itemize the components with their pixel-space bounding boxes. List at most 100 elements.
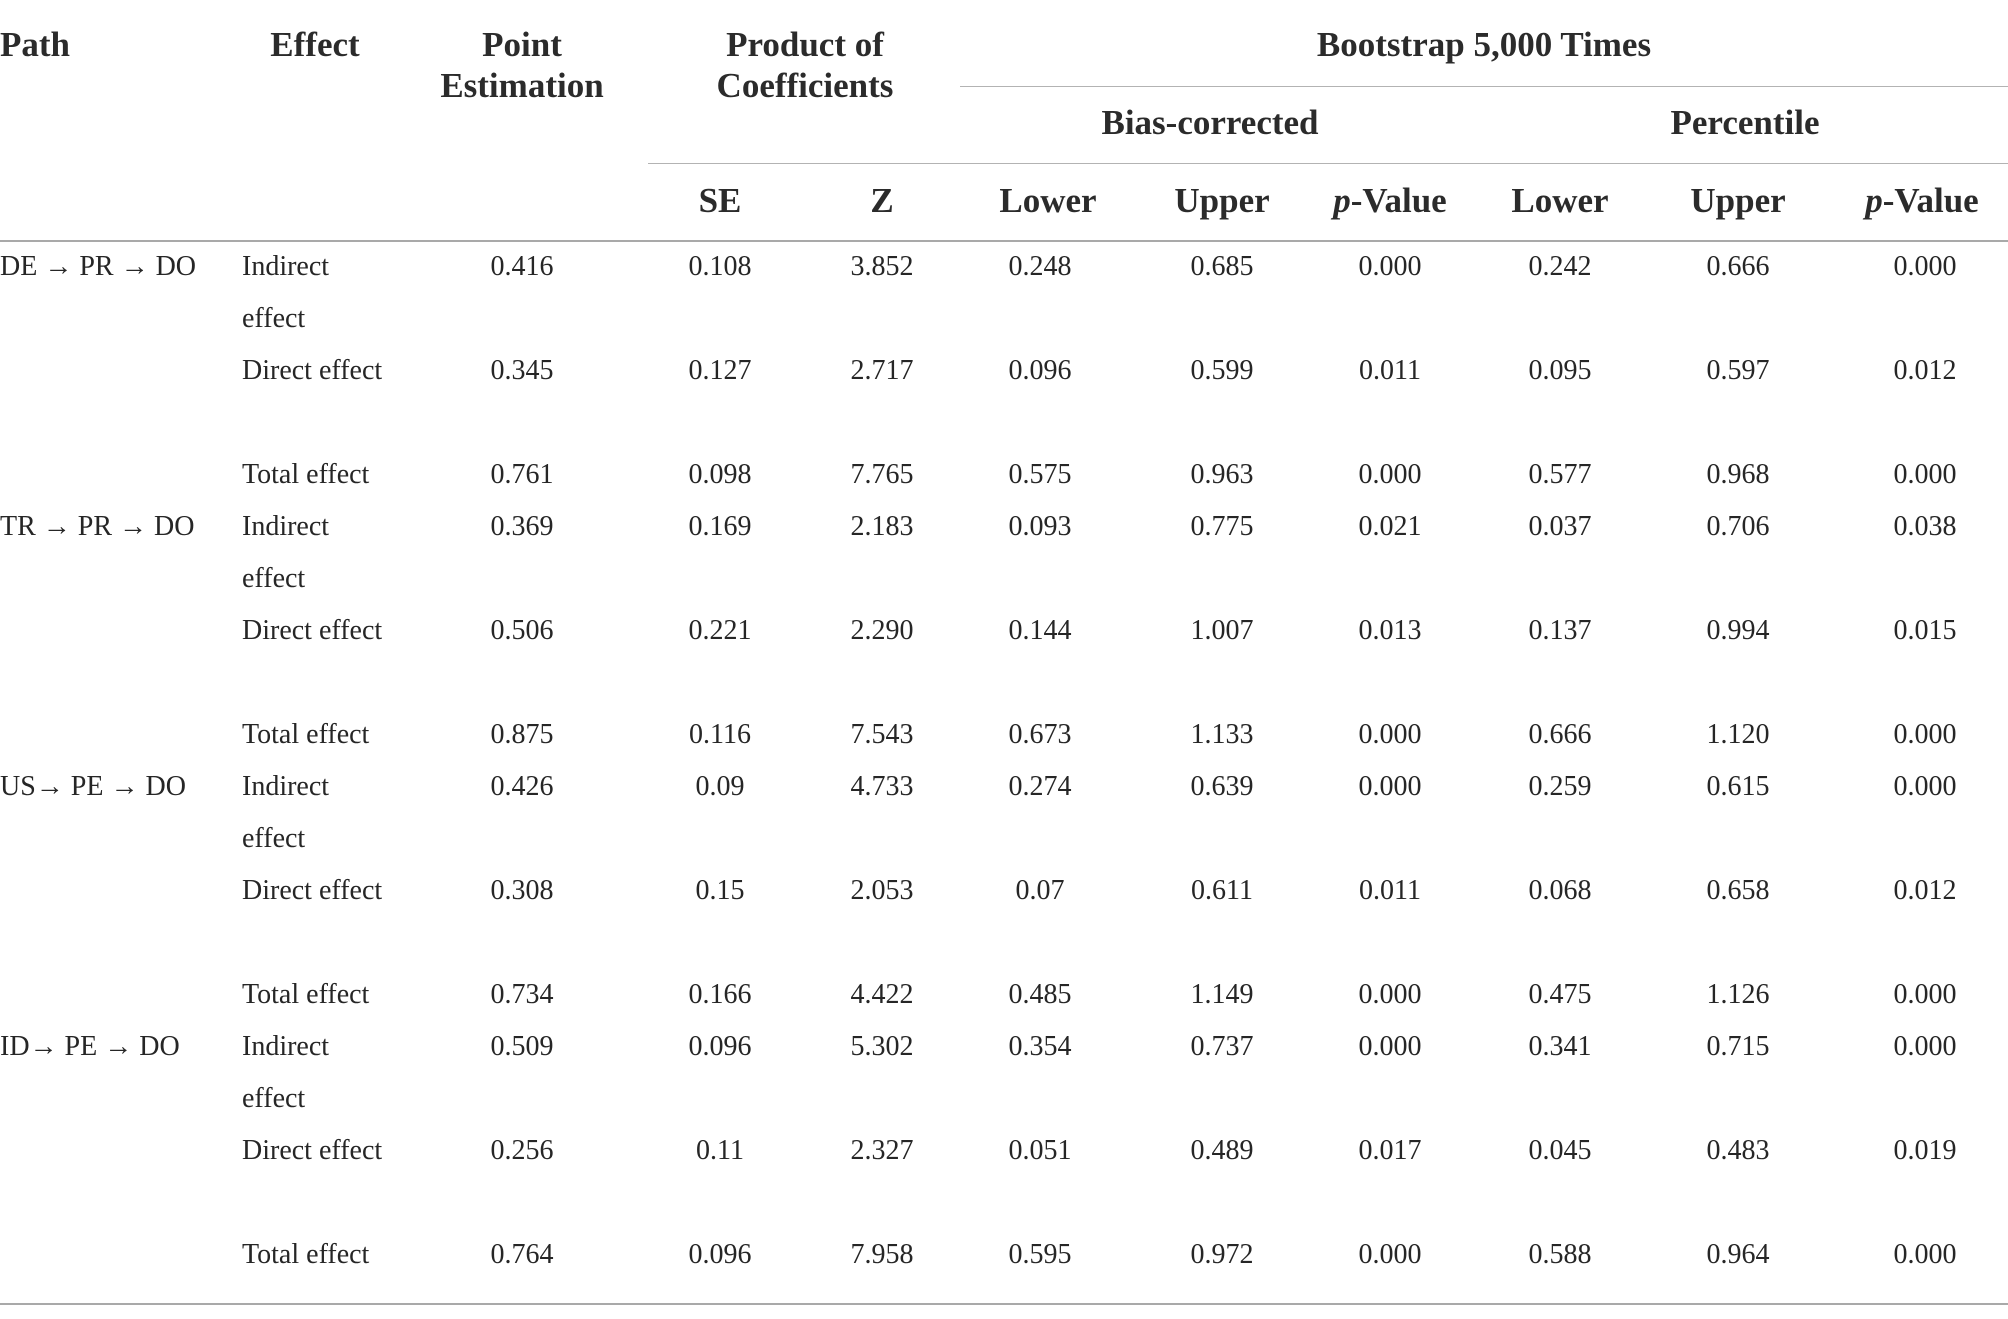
header-bias-corrected: Bias-corrected [1101,103,1319,142]
cell-z: 2.717 [850,355,914,386]
header-path: Path [0,25,70,64]
cell-effect: Total effect [242,979,370,1010]
cell-pc-upper: 0.715 [1706,1031,1770,1062]
cell-bc-p-value: 0.013 [1358,615,1422,646]
cell-bc-lower: 0.144 [1008,615,1072,646]
cell-z: 5.302 [850,1031,914,1062]
cell-pc-p-value: 0.015 [1893,615,1957,646]
cell-effect: Direct effect [242,615,383,646]
cell-effect: Indirect effect [242,511,330,594]
cell-z: 2.290 [850,615,914,646]
cell-effect: Indirect effect [242,251,330,334]
cell-point-estimation: 0.734 [490,979,554,1010]
cell-effect: Direct effect [242,875,383,906]
cell-pc-lower: 0.137 [1528,615,1592,646]
cell-se: 0.169 [688,511,752,542]
header-se: SE [698,181,742,220]
cell-bc-upper: 0.599 [1190,355,1254,386]
cell-bc-lower: 0.274 [1008,771,1072,802]
cell-point-estimation: 0.761 [490,459,554,490]
cell-point-estimation: 0.416 [490,251,554,282]
cell-bc-lower: 0.051 [1008,1135,1072,1166]
cell-bc-p-value: 0.000 [1358,719,1422,750]
cell-point-estimation: 0.506 [490,615,554,646]
cell-point-estimation: 0.345 [490,355,554,386]
cell-se: 0.108 [688,251,752,282]
cell-z: 2.327 [850,1135,914,1166]
cell-effect: Indirect effect [242,771,330,854]
cell-bc-lower: 0.07 [1015,875,1065,906]
cell-point-estimation: 0.369 [490,511,554,542]
cell-pc-upper: 0.658 [1706,875,1770,906]
header-effect: Effect [270,25,360,64]
cell-pc-lower: 0.045 [1528,1135,1592,1166]
cell-pc-upper: 0.597 [1706,355,1770,386]
cell-point-estimation: 0.875 [490,719,554,750]
header-bc-lower: Lower [999,181,1097,220]
header-z: Z [870,181,894,220]
cell-pc-lower: 0.577 [1528,459,1592,490]
cell-pc-upper: 0.666 [1706,251,1770,282]
cell-bc-upper: 1.007 [1190,615,1254,646]
cell-pc-upper: 0.483 [1706,1135,1770,1166]
cell-z: 4.422 [850,979,914,1010]
cell-bc-p-value: 0.011 [1359,355,1421,386]
cell-effect: Direct effect [242,1135,383,1166]
cell-z: 4.733 [850,771,914,802]
cell-bc-upper: 0.639 [1190,771,1254,802]
cell-se: 0.221 [688,615,752,646]
cell-point-estimation: 0.764 [490,1239,554,1270]
cell-bc-p-value: 0.000 [1358,1239,1422,1270]
cell-pc-lower: 0.095 [1528,355,1592,386]
cell-se: 0.116 [689,719,751,750]
cell-pc-p-value: 0.038 [1893,511,1957,542]
cell-bc-lower: 0.096 [1008,355,1072,386]
cell-bc-p-value: 0.021 [1358,511,1422,542]
cell-z: 2.183 [850,511,914,542]
cell-bc-lower: 0.575 [1008,459,1072,490]
cell-se: 0.11 [696,1135,744,1166]
cell-pc-p-value: 0.000 [1893,719,1957,750]
cell-se: 0.15 [695,875,745,906]
cell-z: 7.958 [850,1239,914,1270]
cell-effect: Total effect [242,719,370,750]
cell-se: 0.166 [688,979,752,1010]
header-bootstrap: Bootstrap 5,000 Times [1316,25,1652,64]
cell-bc-upper: 0.611 [1191,875,1253,906]
cell-point-estimation: 0.509 [490,1031,554,1062]
cell-effect: Indirect effect [242,1031,330,1114]
cell-bc-upper: 0.737 [1190,1031,1254,1062]
cell-pc-lower: 0.666 [1528,719,1592,750]
cell-bc-p-value: 0.000 [1358,771,1422,802]
rule-under-bootstrap [960,86,2008,87]
cell-point-estimation: 0.256 [490,1135,554,1166]
cell-point-estimation: 0.426 [490,771,554,802]
cell-pc-lower: 0.588 [1528,1239,1592,1270]
cell-path: DE → PR → DO [0,251,197,282]
header-percentile: Percentile [1670,103,1820,142]
header-pc-p-value: p-Value [1865,181,1979,220]
cell-se: 0.127 [688,355,752,386]
cell-pc-upper: 0.994 [1706,615,1770,646]
cell-bc-p-value: 0.017 [1358,1135,1422,1166]
cell-pc-upper: 0.706 [1706,511,1770,542]
cell-pc-p-value: 0.000 [1893,1031,1957,1062]
cell-bc-p-value: 0.000 [1358,459,1422,490]
cell-pc-p-value: 0.000 [1893,459,1957,490]
cell-path: TR → PR → DO [0,511,195,542]
cell-se: 0.09 [695,771,745,802]
cell-z: 7.765 [850,459,914,490]
cell-bc-lower: 0.485 [1008,979,1072,1010]
cell-pc-p-value: 0.012 [1893,875,1957,906]
cell-bc-lower: 0.093 [1008,511,1072,542]
cell-bc-lower: 0.673 [1008,719,1072,750]
cell-pc-p-value: 0.012 [1893,355,1957,386]
cell-pc-p-value: 0.000 [1893,251,1957,282]
cell-pc-lower: 0.037 [1528,511,1592,542]
cell-pc-p-value: 0.000 [1893,979,1957,1010]
cell-effect: Total effect [242,459,370,490]
header-bc-upper: Upper [1174,181,1270,220]
cell-pc-p-value: 0.019 [1893,1135,1957,1166]
cell-pc-lower: 0.341 [1528,1031,1592,1062]
